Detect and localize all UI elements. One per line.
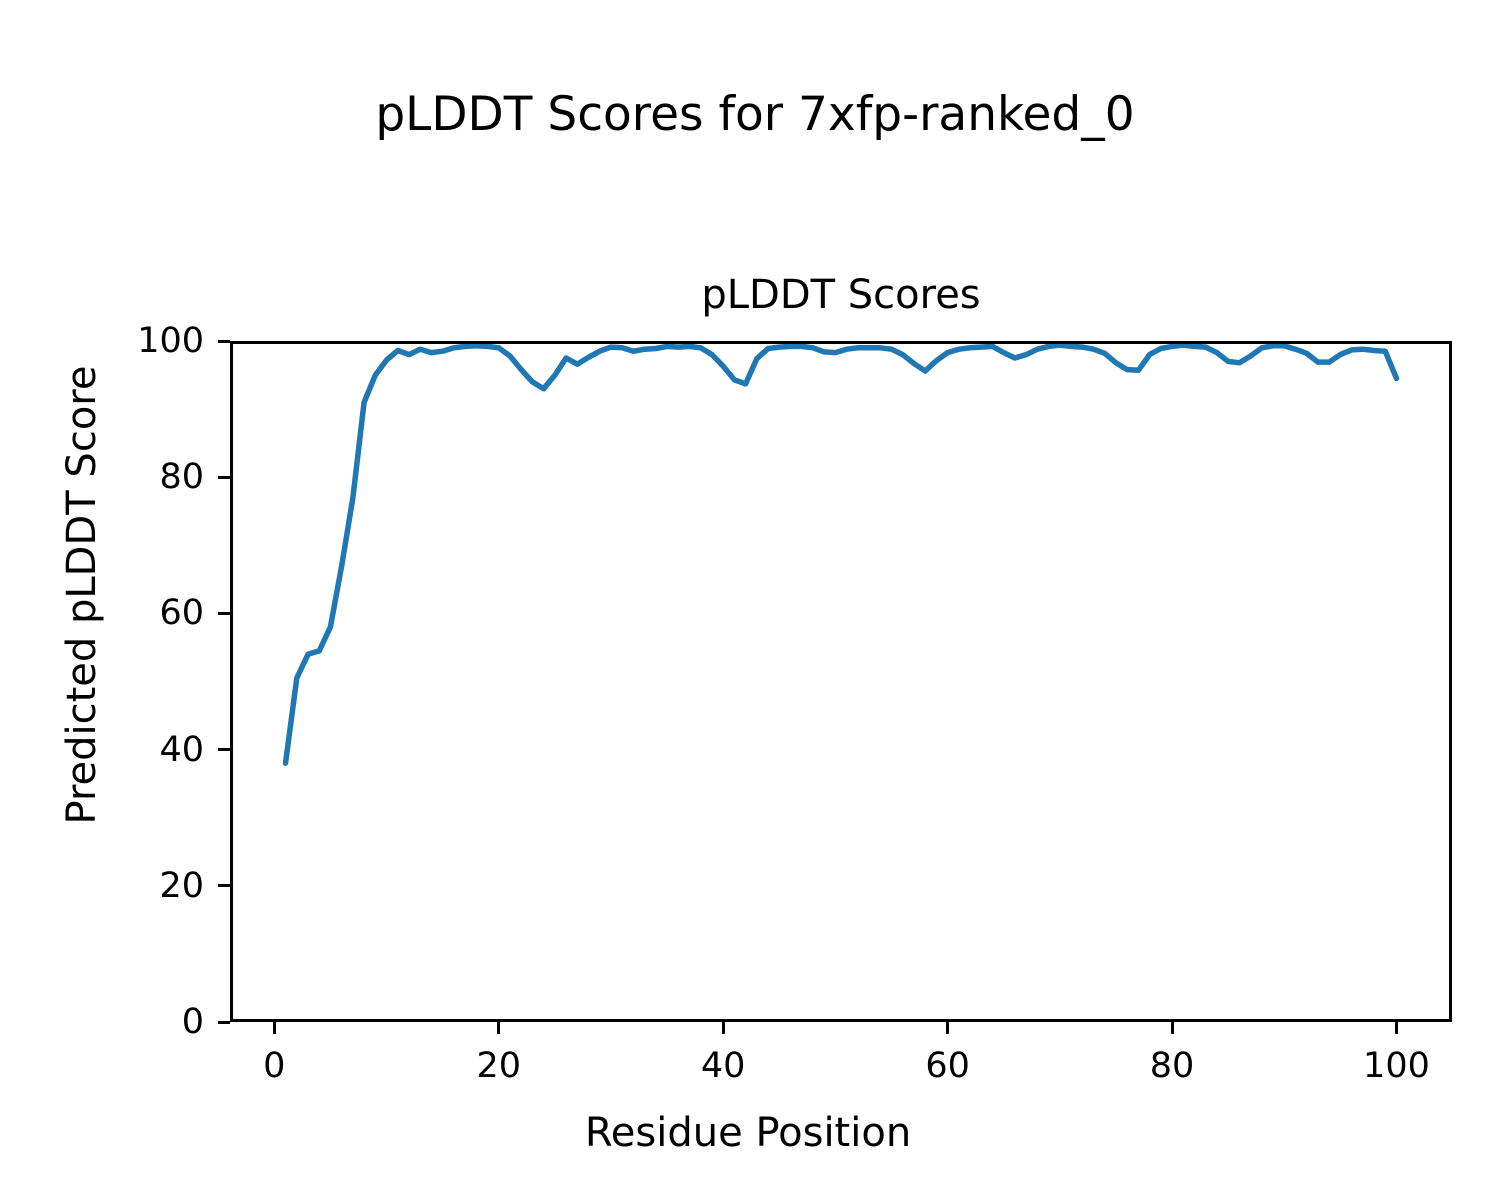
x-tick-mark [1170, 1022, 1174, 1034]
y-tick-label: 100 [137, 321, 204, 361]
x-tick-label: 40 [700, 1046, 746, 1086]
y-tick-label: 80 [159, 457, 204, 498]
plot-area [282, 342, 1400, 766]
y-tick-mark [218, 475, 230, 479]
x-axis-label: Residue Position [584, 1110, 912, 1156]
y-tick-label: 60 [159, 593, 204, 634]
y-tick-label: 40 [159, 729, 204, 770]
y-tick-mark [218, 748, 230, 752]
x-tick-label: 100 [1363, 1046, 1430, 1086]
y-tick-mark [218, 339, 230, 343]
figure-title: pLDDT Scores for 7xfp-ranked_0 [375, 87, 1135, 142]
x-tick-mark [946, 1022, 950, 1034]
x-tick-mark [1394, 1022, 1398, 1034]
y-tick-mark [218, 1020, 230, 1024]
y-tick-label: 0 [181, 1002, 204, 1042]
plddt-line [282, 342, 1400, 766]
x-tick-mark [272, 1022, 276, 1034]
x-tick-label: 0 [263, 1046, 286, 1086]
x-tick-label: 80 [1149, 1046, 1195, 1086]
x-tick-mark [497, 1022, 501, 1034]
x-tick-label: 20 [476, 1046, 522, 1086]
y-tick-label: 20 [159, 865, 204, 906]
axes-title: pLDDT Scores [701, 272, 981, 318]
y-tick-mark [218, 884, 230, 888]
y-tick-mark [218, 611, 230, 615]
x-tick-label: 60 [925, 1046, 970, 1086]
x-tick-mark [721, 1022, 725, 1034]
